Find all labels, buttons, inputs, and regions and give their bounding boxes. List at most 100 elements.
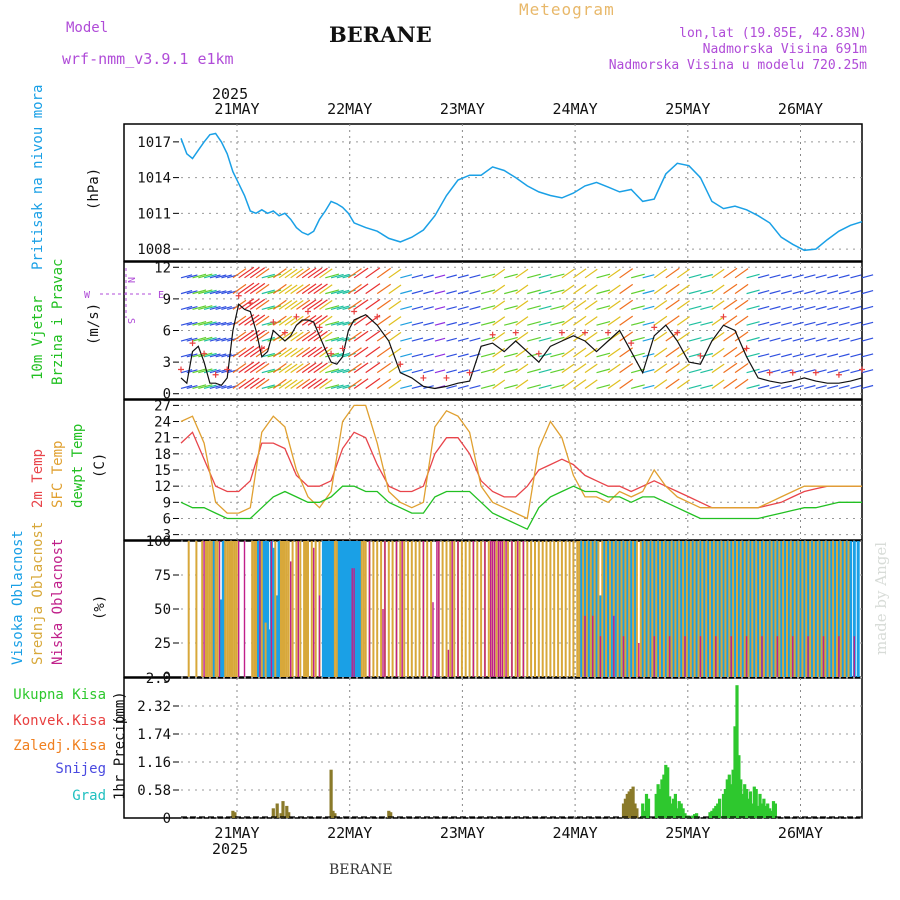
wind-barb (792, 337, 804, 342)
wind-barb (734, 347, 749, 358)
cloud-bar-0 (698, 541, 702, 677)
wind-barb (573, 300, 587, 310)
wind-barb (249, 282, 266, 295)
precip-bar (658, 789, 662, 818)
cloud-bar-0 (783, 541, 787, 677)
wind-barb (301, 267, 317, 279)
cloud-bar-1 (299, 541, 302, 677)
wind-gust-marker (397, 361, 404, 368)
wind-barb (815, 353, 827, 358)
wind-barb (538, 368, 552, 374)
wind-barb (388, 363, 402, 374)
cloud-bar-0 (656, 541, 660, 677)
cloud-bar-0 (343, 541, 346, 677)
cloud-bar-1 (206, 541, 209, 677)
cloud-bar-0 (610, 541, 614, 677)
wind-barb (198, 273, 213, 279)
wind-barb (238, 361, 255, 374)
wind-barb (249, 314, 266, 326)
wind-barb (596, 305, 611, 311)
wind-barb (769, 274, 781, 279)
wind-barb (757, 369, 770, 374)
cloud-bar-1 (743, 541, 746, 677)
wind-barb (434, 369, 446, 374)
wind-barb (527, 289, 541, 295)
cloud-bar-0 (714, 541, 718, 677)
wind-barb (676, 331, 690, 342)
cloud-bar-1 (766, 541, 769, 677)
wind-barb (330, 384, 344, 390)
wind-barb (365, 267, 381, 279)
cloud-bar-0 (579, 541, 583, 677)
cloud-bar-1 (709, 541, 711, 677)
page-title: BERANE (329, 22, 432, 47)
cloud-bar-0 (346, 541, 350, 677)
wind-gust-marker (443, 374, 450, 381)
wind-barb (330, 305, 344, 311)
cloud-bar-2 (511, 541, 513, 677)
wind-barb (388, 268, 402, 279)
wind-barb (653, 300, 668, 310)
cloud-bar-1 (187, 541, 190, 677)
wind-barb (400, 384, 413, 390)
wind-barb (804, 337, 816, 342)
wind-barb (469, 321, 481, 326)
wind-barb (792, 305, 804, 311)
cloud-bar-0 (748, 541, 752, 677)
wind-gust-marker (235, 292, 242, 299)
compass-cross (100, 268, 152, 318)
cloud-bar-1 (751, 541, 754, 677)
wind-barb (411, 274, 424, 279)
wind-barb (180, 274, 193, 279)
cloud-bar-2 (270, 541, 273, 677)
precip-legend-2: Zaledj.Kisa (13, 738, 106, 754)
wind-barb (584, 347, 598, 358)
wind-barb (781, 369, 792, 374)
cloud-bar-1 (303, 541, 306, 677)
wind-barb (348, 283, 362, 295)
wind-gust-marker (247, 300, 254, 307)
wind-barb (313, 299, 328, 310)
wind-barb (792, 290, 804, 295)
wind-barb (573, 347, 587, 358)
wind-barb (504, 368, 518, 374)
precip-bar (716, 803, 720, 818)
wind-barb (255, 299, 270, 310)
wind-barb (330, 273, 344, 279)
cloud-bar-2 (653, 636, 655, 677)
wind-barb (838, 337, 850, 342)
wind-barb (180, 353, 193, 358)
wind-barb (596, 321, 611, 326)
wind-barb (400, 353, 413, 358)
precip-bar (279, 813, 283, 818)
cloud-bar-1 (755, 541, 758, 677)
wind-barb (538, 384, 552, 390)
cloud-bar-1 (333, 541, 336, 677)
wind-barb (353, 346, 369, 358)
cloud-bar-0 (729, 541, 733, 677)
wind-barb (348, 378, 362, 389)
cloud-bar-1 (453, 541, 456, 677)
wind-barb (238, 282, 255, 295)
cloud-bar-1 (283, 541, 286, 677)
wind-barb (336, 368, 350, 374)
cloud-bar-1 (736, 541, 738, 677)
wind-barb (353, 315, 369, 326)
cloud-bar-1 (260, 541, 263, 677)
cloud-bar-1 (670, 541, 673, 677)
wind-barb (584, 268, 598, 279)
wind-barb (492, 363, 506, 374)
day-label-bottom: 21MAY (214, 824, 259, 842)
wind-barb (630, 384, 645, 390)
wind-barb (734, 283, 749, 295)
cloud-bar-2 (584, 615, 586, 677)
cloud-bar-1 (460, 541, 463, 677)
cloud-bar-0 (764, 541, 768, 677)
wind-barb (769, 321, 781, 326)
cloud-bar-1 (732, 541, 735, 677)
wind-barb (630, 305, 645, 311)
cloud-bar-1 (426, 541, 429, 677)
wind-barb (215, 385, 227, 390)
year-label-top: 2025 (212, 85, 248, 103)
precip-bar (710, 810, 714, 818)
